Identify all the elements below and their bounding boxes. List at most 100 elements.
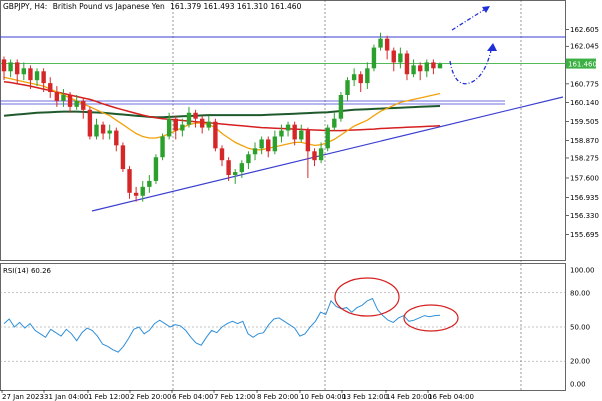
candle-bear [67,94,73,107]
symbol-label: GBPJPY, H4: [3,2,47,11]
candle-bull [107,130,112,134]
ohlc-values: 161.379 161.493 161.310 161.460 [170,2,301,11]
time-tick-label: 31 Jan 04:00 [44,393,88,401]
candle-bear [114,130,119,146]
candle-bull [233,172,238,176]
rsi-pullback-annotation [403,304,459,332]
candle-bull [34,71,40,81]
time-tick-label: 10 Feb 04:00 [300,393,346,401]
candle-bull [365,68,370,84]
price-tick-label: 162.045 [570,43,599,51]
candle-bear [226,160,231,176]
candle-bull [94,124,99,137]
candle-bull [285,124,291,131]
candle-bear [266,139,271,152]
candle-bear [213,121,218,149]
current-price-badge [566,58,596,69]
candle-bull [318,148,324,161]
vertical-grid [172,0,522,390]
candle-bull [345,80,350,95]
projection-arrow-dip [449,43,497,85]
candle-bull [239,163,245,173]
price-tick-label: 158.870 [570,137,599,145]
candle-bull [424,62,429,72]
rsi-tick-label: 0.00 [570,381,586,389]
candle-bear [120,145,126,170]
candle-bear [199,118,205,128]
ma-slow-line [3,105,441,119]
time-tick-label: 2 Feb 20:00 [130,393,171,401]
price-tick-label: 157.600 [570,174,599,182]
candle-bull [74,100,79,107]
candle-bear [133,192,139,196]
candle-bull [166,118,172,137]
time-tick-label: 7 Feb 12:00 [214,393,255,401]
rsi-tick-label: 80.00 [570,289,590,297]
candle-bull [338,94,344,119]
candle-bull [61,94,66,101]
time-tick-label: 16 Feb 04:00 [428,393,474,401]
candle-bull [246,154,251,164]
candle-bull [140,186,145,196]
time-tick-label: 27 Jan 2023 [2,393,44,401]
candle-bull [351,74,357,81]
candle-bear [87,109,93,137]
candle-bull [21,68,27,75]
candle-bull [8,62,13,72]
price-tick-label: 160.140 [570,99,599,107]
time-tick-label: 14 Feb 20:00 [386,393,432,401]
candle-bear [81,100,86,110]
candle-bear [54,92,60,101]
price-tick-label: 159.505 [570,118,599,126]
candle-bear [391,50,396,63]
candle-bear [358,74,363,84]
candle-bear [173,118,178,131]
uptrend-line [91,96,564,212]
candle-bull [279,130,284,137]
candle-bull [186,112,192,125]
time-tick-label: 1 Feb 12:00 [88,393,129,401]
candle-bull [252,148,258,155]
candle-bull [411,65,416,75]
rsi-axis: 100.00 80.00 50.00 20.00 0.00 [570,267,595,389]
price-tick-label: 158.275 [570,154,599,162]
candle-bear [41,71,46,84]
candle-bear [417,65,423,72]
chart-title: GBPJPY, H4: British Pound vs Japanese Ye… [3,2,302,11]
time-tick-label: 8 Feb 20:00 [257,393,298,401]
candle-bear [312,151,317,161]
price-axis: 162.605 162.045 160.775 160.140 159.505 158.8… [566,26,599,239]
candle-bull [299,130,304,140]
candle-bear [28,68,33,81]
rsi-peak-annotation [334,277,400,317]
candle-bull [272,136,278,152]
rsi-tick-label: 100.00 [570,267,595,275]
time-axis: 27 Jan 2023 31 Jan 04:00 1 Feb 12:00 2 Feb … [1,390,474,401]
candle-bull [332,118,337,128]
candle-bull [378,38,383,48]
candle-bull [259,139,264,149]
price-tick-label: 162.605 [570,26,599,34]
candle-bull [153,157,159,181]
projection-arrow-up [451,6,490,31]
current-price-label: 161.460 [568,61,597,69]
price-tick-label: 160.775 [570,80,599,88]
time-tick-label: 13 Feb 12:00 [342,393,388,401]
rsi-title: RSI(14) 60.26 [3,267,52,275]
candle-bear [305,130,311,152]
candle-bear [193,112,198,119]
price-tick-label: 155.695 [570,231,599,239]
candle-bull [147,180,152,187]
candle-bear [431,62,436,69]
candle-bear [100,124,106,134]
candle-bull [160,136,165,158]
time-tick-label: 6 Feb 04:00 [172,393,213,401]
candle-bear [15,62,20,75]
candle-bear [384,38,390,51]
rsi-line [3,297,441,353]
candle-bull [437,63,443,69]
candle-bull [398,53,403,63]
candle-bear [48,83,53,93]
rsi-tick-label: 50.00 [570,324,590,332]
candle-bear [1,59,7,72]
